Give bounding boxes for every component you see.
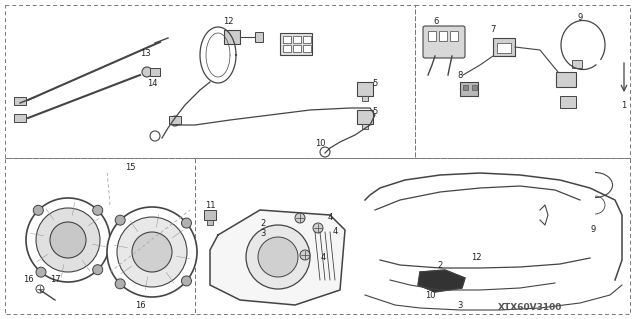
Circle shape: [150, 131, 160, 141]
Bar: [283, 45, 291, 52]
Text: 2: 2: [260, 219, 266, 228]
Text: 3: 3: [260, 228, 266, 238]
Circle shape: [313, 223, 323, 233]
Circle shape: [132, 232, 172, 272]
Bar: [428, 31, 436, 41]
Bar: [293, 45, 301, 52]
Text: XTX60V3100: XTX60V3100: [498, 303, 562, 313]
Circle shape: [320, 147, 330, 157]
Circle shape: [26, 198, 110, 282]
Bar: [415, 5, 630, 158]
Text: 1: 1: [621, 101, 627, 110]
Text: 12: 12: [223, 18, 233, 26]
Bar: [14, 114, 26, 122]
Bar: [5, 158, 195, 314]
Circle shape: [36, 208, 100, 272]
Text: 15: 15: [125, 164, 135, 173]
Text: 12: 12: [471, 254, 481, 263]
Bar: [460, 82, 478, 96]
Bar: [5, 5, 415, 158]
Bar: [497, 43, 511, 53]
Bar: [195, 158, 630, 314]
Bar: [362, 124, 368, 129]
Bar: [450, 31, 458, 41]
Circle shape: [182, 276, 191, 286]
Text: 6: 6: [433, 17, 438, 26]
Bar: [463, 85, 468, 90]
Circle shape: [117, 217, 187, 287]
Circle shape: [246, 225, 310, 289]
Text: 9: 9: [577, 13, 582, 23]
Bar: [14, 97, 26, 105]
Circle shape: [300, 250, 310, 260]
Bar: [357, 82, 373, 96]
Bar: [493, 38, 515, 56]
Bar: [283, 36, 291, 43]
Text: 13: 13: [140, 49, 150, 58]
Bar: [280, 33, 312, 55]
Bar: [255, 32, 263, 42]
Bar: [362, 96, 368, 101]
Text: 7: 7: [490, 26, 496, 34]
Text: 16: 16: [134, 300, 145, 309]
Bar: [560, 96, 576, 108]
Text: 16: 16: [22, 276, 33, 285]
Bar: [303, 45, 311, 52]
Bar: [169, 116, 181, 124]
Polygon shape: [418, 270, 465, 292]
Circle shape: [115, 279, 125, 289]
Text: 4: 4: [321, 254, 326, 263]
Circle shape: [50, 222, 86, 258]
Circle shape: [115, 215, 125, 225]
Bar: [207, 220, 213, 225]
Circle shape: [33, 205, 44, 215]
Bar: [303, 36, 311, 43]
Text: 17: 17: [50, 276, 60, 285]
Text: 10: 10: [315, 138, 325, 147]
Circle shape: [258, 237, 298, 277]
Bar: [572, 60, 582, 68]
Text: 3: 3: [458, 300, 463, 309]
Bar: [357, 110, 373, 124]
Circle shape: [36, 285, 44, 293]
Circle shape: [170, 116, 180, 126]
Text: 4: 4: [332, 227, 338, 236]
Bar: [293, 36, 301, 43]
Bar: [204, 210, 216, 220]
Circle shape: [93, 205, 102, 215]
Circle shape: [93, 265, 102, 275]
Bar: [556, 72, 576, 87]
Bar: [150, 68, 160, 76]
Text: 14: 14: [147, 78, 157, 87]
Bar: [224, 30, 240, 44]
Text: 11: 11: [205, 201, 215, 210]
Bar: [472, 85, 477, 90]
Text: 8: 8: [458, 70, 463, 79]
Text: 10: 10: [425, 291, 435, 300]
Text: 5: 5: [372, 107, 378, 115]
Circle shape: [36, 267, 46, 277]
Text: 9: 9: [590, 226, 596, 234]
Text: 5: 5: [372, 78, 378, 87]
Circle shape: [142, 67, 152, 77]
Text: 2: 2: [437, 261, 443, 270]
Circle shape: [295, 213, 305, 223]
Text: 4: 4: [328, 213, 333, 222]
FancyBboxPatch shape: [423, 26, 465, 58]
Bar: [439, 31, 447, 41]
Polygon shape: [210, 210, 345, 305]
Circle shape: [182, 218, 191, 228]
Circle shape: [107, 207, 197, 297]
